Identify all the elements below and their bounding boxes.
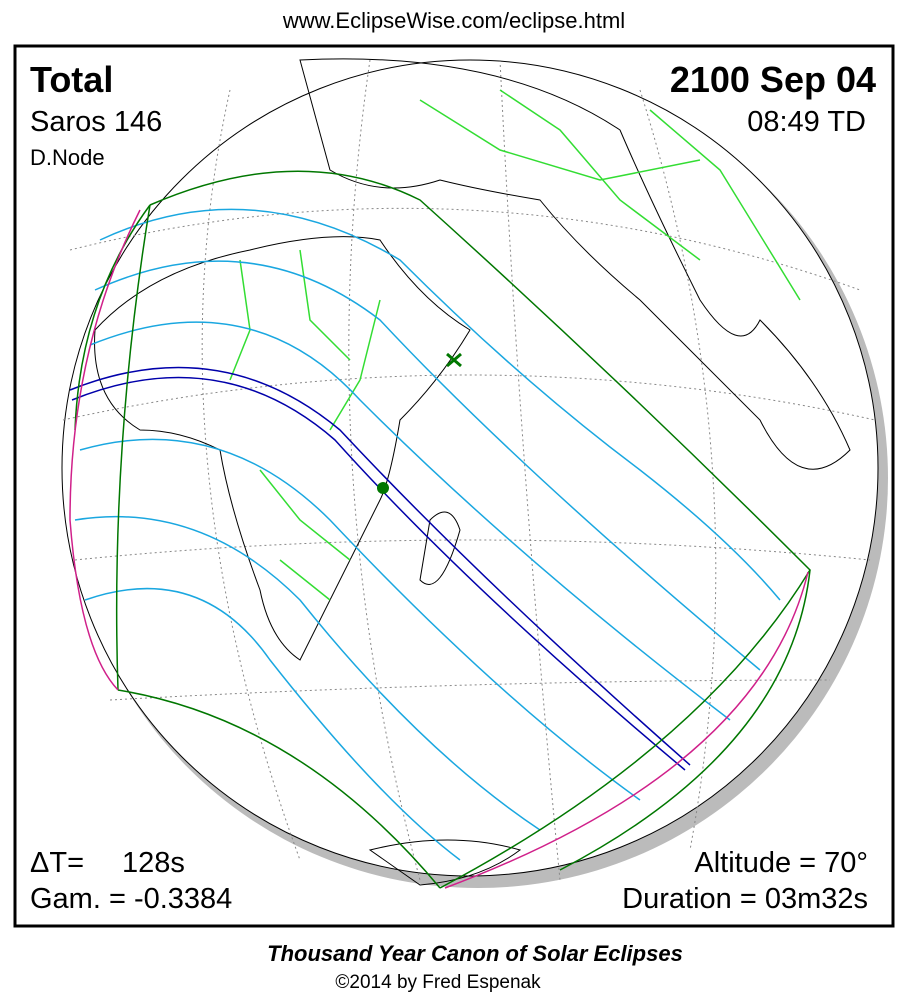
delta-t-value: 128s [122, 847, 185, 879]
node: D.Node [30, 145, 105, 170]
isochrones [74, 208, 781, 861]
graticule [62, 59, 876, 881]
greatest-eclipse [377, 482, 389, 494]
delta-t-label: ΔT= [30, 847, 84, 879]
duration: Duration = 03m32s [622, 883, 868, 915]
footer-title: Thousand Year Canon of Solar Eclipses [267, 941, 683, 966]
date: 2100 Sep 04 [670, 59, 876, 100]
limits [74, 170, 811, 889]
saros: Saros 146 [30, 106, 162, 138]
eclipse-type: Total [30, 59, 113, 100]
gamma: Gam. = -0.3384 [30, 883, 232, 915]
globe [61, 58, 888, 889]
greatest-duration [446, 352, 462, 368]
frame [13, 44, 895, 928]
altitude: Altitude = 70° [694, 847, 868, 879]
central-path [69, 366, 691, 771]
footer-credit: ©2014 by Fred Espenak [335, 972, 541, 993]
time: 08:49 TD [747, 106, 866, 138]
coastlines [94, 58, 851, 886]
rise-set [69, 209, 809, 889]
url: www.EclipseWise.com/eclipse.html [282, 8, 625, 33]
